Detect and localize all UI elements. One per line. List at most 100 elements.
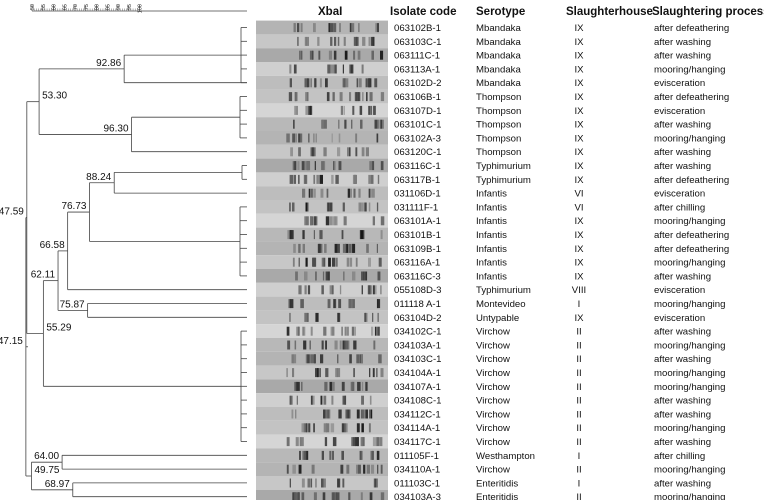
- process-cell: after washing: [654, 409, 711, 420]
- gel-band: [370, 450, 373, 460]
- gel-band: [329, 216, 333, 226]
- gel-band: [337, 147, 341, 157]
- gel-band: [310, 354, 314, 364]
- gel-band: [331, 381, 335, 391]
- gel-band: [378, 354, 382, 364]
- gel-band: [370, 409, 373, 419]
- gel-band: [331, 174, 334, 184]
- gel-band: [361, 381, 364, 391]
- gel-band: [348, 299, 351, 309]
- gel-band: [313, 492, 317, 500]
- gel-band: [294, 340, 297, 350]
- gel-band: [369, 492, 373, 500]
- gel-band: [287, 340, 291, 350]
- gel-band: [344, 395, 346, 405]
- gel-band: [372, 50, 374, 60]
- gel-band: [322, 492, 326, 500]
- gel-band: [323, 326, 327, 336]
- gel-lane: [256, 269, 388, 283]
- gel-band: [306, 36, 309, 46]
- gel-band: [376, 437, 380, 447]
- gel-band: [338, 409, 342, 419]
- gel-band: [289, 64, 292, 74]
- isolate-code: 063113A-1: [394, 64, 440, 75]
- gel-band: [321, 478, 324, 488]
- gel-band: [367, 285, 371, 295]
- gel-band: [379, 119, 381, 129]
- node-label: 64.00: [34, 451, 59, 462]
- gel-band: [303, 161, 307, 171]
- gel-band: [365, 409, 368, 419]
- gel-band: [376, 133, 378, 143]
- process-cell: after washing: [654, 161, 711, 172]
- gel-band: [350, 381, 354, 391]
- gel-band: [368, 188, 371, 198]
- gel-band: [343, 216, 347, 226]
- gel-band: [338, 299, 342, 309]
- gel-band: [353, 368, 355, 378]
- process-cell: mooring/hanging: [654, 492, 725, 500]
- gel-band: [295, 409, 297, 419]
- gel-band: [366, 92, 368, 102]
- slaughterhouse-cell: IX: [574, 230, 584, 241]
- gel-band: [368, 257, 371, 267]
- gel-band: [344, 119, 347, 129]
- gel-band: [373, 478, 376, 488]
- serotype-cell: Montevideo: [476, 299, 526, 310]
- process-cell: after defeathering: [654, 92, 729, 103]
- gel-band: [362, 271, 366, 281]
- scale-tick-label: 50: [30, 4, 36, 10]
- gel-band: [331, 285, 334, 295]
- serotype-cell: Virchow: [476, 340, 510, 351]
- gel-band: [380, 161, 384, 171]
- gel-band: [356, 354, 360, 364]
- isolate-header: Isolate code: [390, 6, 456, 18]
- gel-band: [354, 326, 356, 336]
- gel-band: [380, 119, 382, 129]
- gel-band: [303, 326, 306, 336]
- table-row: 063101A-1 Infantis IX mooring/hanging: [394, 216, 725, 227]
- gel-band: [376, 450, 380, 460]
- gel-band: [362, 92, 364, 102]
- gel-band: [286, 368, 288, 378]
- gel-band: [288, 92, 293, 102]
- gel-band: [336, 492, 340, 500]
- gel-band: [349, 23, 352, 33]
- isolate-code: 063101C-1: [394, 120, 441, 131]
- gel-band: [377, 299, 381, 309]
- gel-band: [305, 105, 309, 115]
- gel-band: [368, 105, 371, 115]
- gel-band: [355, 147, 358, 157]
- gel-band: [339, 340, 342, 350]
- gel-band: [287, 230, 291, 240]
- process-cell: after washing: [654, 120, 711, 131]
- gel-band: [325, 368, 329, 378]
- scale-tick-label: 85: [105, 4, 111, 10]
- isolate-code: 063106B-1: [394, 92, 441, 103]
- table-row: 034104A-1 Virchow II mooring/hanging: [394, 368, 725, 379]
- gel-band: [291, 409, 294, 419]
- gel-band: [336, 243, 340, 253]
- isolate-code: 063111C-1: [394, 51, 440, 62]
- gel-lane: [256, 434, 388, 449]
- gel-band: [341, 326, 343, 336]
- gel-band: [347, 409, 351, 419]
- isolate-code: 034114A-1: [394, 423, 440, 434]
- gel-band: [346, 326, 349, 336]
- gel-band: [321, 161, 324, 171]
- gel-band: [304, 312, 309, 322]
- gel-band: [295, 271, 298, 281]
- slaughterhouse-cell: IX: [574, 216, 584, 227]
- gel-band: [356, 423, 360, 433]
- gel-band: [364, 202, 367, 212]
- gel-band: [334, 243, 338, 253]
- gel-band: [309, 340, 311, 350]
- gel-band: [358, 23, 360, 33]
- node-label: 96.30: [104, 123, 129, 134]
- process-cell: after defeathering: [654, 230, 729, 241]
- gel-band: [327, 64, 331, 74]
- gel-band: [359, 450, 362, 460]
- gel-band: [331, 395, 334, 405]
- scale-tick-label: 80: [95, 4, 101, 10]
